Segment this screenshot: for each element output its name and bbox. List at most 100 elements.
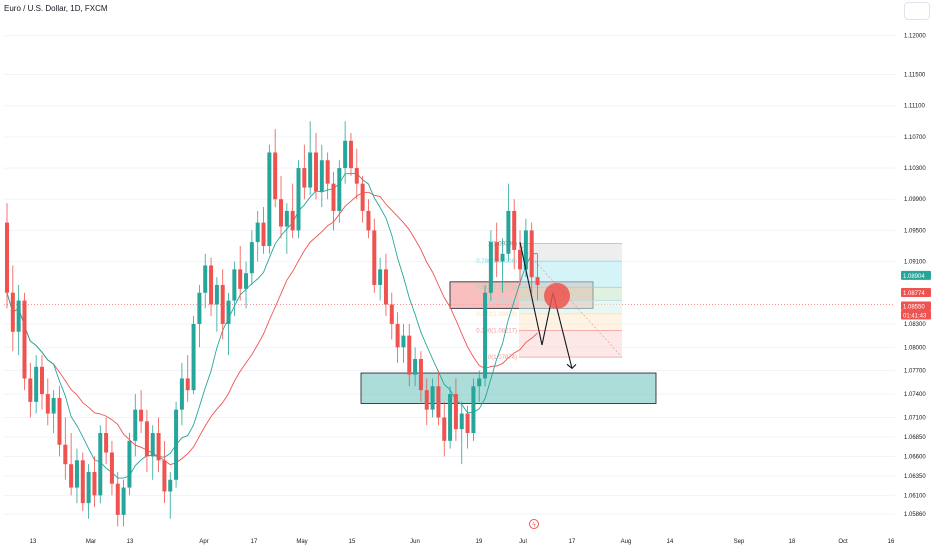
candle xyxy=(296,160,301,239)
price-tag-bg xyxy=(901,310,931,320)
candle-body xyxy=(401,335,406,348)
candle xyxy=(500,238,505,293)
x-tick-label: 13 xyxy=(30,539,37,545)
candle xyxy=(214,277,219,332)
candle xyxy=(313,132,318,200)
candle-body xyxy=(442,417,447,441)
candle xyxy=(10,265,15,352)
y-tick-label: 1.10700 xyxy=(904,135,926,141)
y-tick-label: 1.09500 xyxy=(904,228,926,234)
price-tag-label: 1.08550 xyxy=(903,304,925,310)
price-tag-bg xyxy=(901,301,931,311)
candle xyxy=(150,425,155,480)
candle-body xyxy=(331,183,336,211)
candle-body xyxy=(529,230,534,278)
candle-body xyxy=(354,168,359,184)
candle xyxy=(430,378,435,418)
candle-body xyxy=(313,152,318,192)
candle xyxy=(203,253,208,309)
fib-level-label: 0.382(1.08429) xyxy=(476,312,517,318)
grid-layer xyxy=(4,35,895,515)
chart-menu-button[interactable] xyxy=(904,2,930,20)
candle xyxy=(179,362,184,426)
candle-body xyxy=(366,210,371,231)
candle xyxy=(133,394,138,457)
candle xyxy=(436,370,441,426)
candle xyxy=(249,230,254,285)
candle-body xyxy=(255,222,260,243)
candle-body xyxy=(518,249,523,270)
candle-body xyxy=(360,183,365,211)
candle-body xyxy=(57,397,62,445)
fib-level-label: 0.5(1.08602) xyxy=(483,298,517,304)
candle-body xyxy=(284,210,289,227)
candle xyxy=(220,269,225,340)
candle-body xyxy=(39,366,44,395)
candle-body xyxy=(220,284,225,324)
candle xyxy=(197,284,202,348)
y-tick-label: 1.07100 xyxy=(904,415,926,421)
candle-body xyxy=(459,413,464,430)
candle-body xyxy=(418,358,423,391)
projection-path xyxy=(519,241,577,370)
candle-body xyxy=(133,409,138,441)
candle xyxy=(389,292,394,340)
fib-level-label: 0.236(1.08217) xyxy=(476,328,517,334)
candle xyxy=(109,440,114,496)
price-tag-label: 01:41:43 xyxy=(903,313,927,319)
candle xyxy=(63,417,68,480)
candle xyxy=(28,362,33,418)
candle-body xyxy=(45,394,50,414)
candle xyxy=(506,183,511,262)
candle-body xyxy=(261,222,266,246)
y-tick-label: 1.06600 xyxy=(904,454,926,460)
candle xyxy=(366,199,371,239)
candle-body xyxy=(197,292,202,324)
y-tick-label: 1.09900 xyxy=(904,197,926,203)
zones-layer xyxy=(360,281,657,404)
candle xyxy=(226,292,231,356)
y-tick-label: 1.06850 xyxy=(904,435,926,441)
candle-body xyxy=(191,323,196,391)
candle xyxy=(156,417,161,472)
candle-body xyxy=(395,323,400,348)
price-tag-label: 1.08904 xyxy=(903,274,925,280)
candle xyxy=(529,222,534,293)
candle xyxy=(209,257,214,317)
fib-band xyxy=(519,287,622,301)
candle xyxy=(92,456,97,508)
y-tick-label: 1.06100 xyxy=(904,493,926,499)
candle xyxy=(488,230,493,301)
candle xyxy=(442,401,447,457)
candle-body xyxy=(226,300,231,324)
candle-body xyxy=(389,304,394,324)
candle-body xyxy=(296,168,301,231)
x-tick-label: 17 xyxy=(569,539,576,545)
candle-body xyxy=(325,160,330,184)
candle xyxy=(308,121,313,196)
price-tag: 01:41:43 xyxy=(901,310,931,320)
fib-layer: 1(1.09330)0.786(1.09106)0.618(1.08771)0.… xyxy=(476,242,623,361)
candle xyxy=(267,144,272,254)
candle-body xyxy=(500,253,505,262)
candle-body xyxy=(302,168,307,188)
candle-body xyxy=(506,210,511,254)
y-tick-label: 1.05860 xyxy=(904,512,926,518)
candle-body xyxy=(238,269,243,289)
candle xyxy=(39,355,44,410)
candle-body xyxy=(51,397,56,414)
candle-body xyxy=(74,460,79,488)
price-tag: 1.08774 xyxy=(901,287,931,297)
candle-body xyxy=(203,265,208,293)
candle-body xyxy=(512,210,517,250)
candle-body xyxy=(424,390,429,410)
candle-body xyxy=(337,168,342,211)
candle-body xyxy=(273,152,278,200)
candle xyxy=(331,171,336,231)
candle-body xyxy=(279,199,284,227)
candle xyxy=(69,433,74,496)
candle-body xyxy=(115,483,120,515)
price-tag-bg xyxy=(901,270,931,280)
target-circle xyxy=(544,282,570,309)
